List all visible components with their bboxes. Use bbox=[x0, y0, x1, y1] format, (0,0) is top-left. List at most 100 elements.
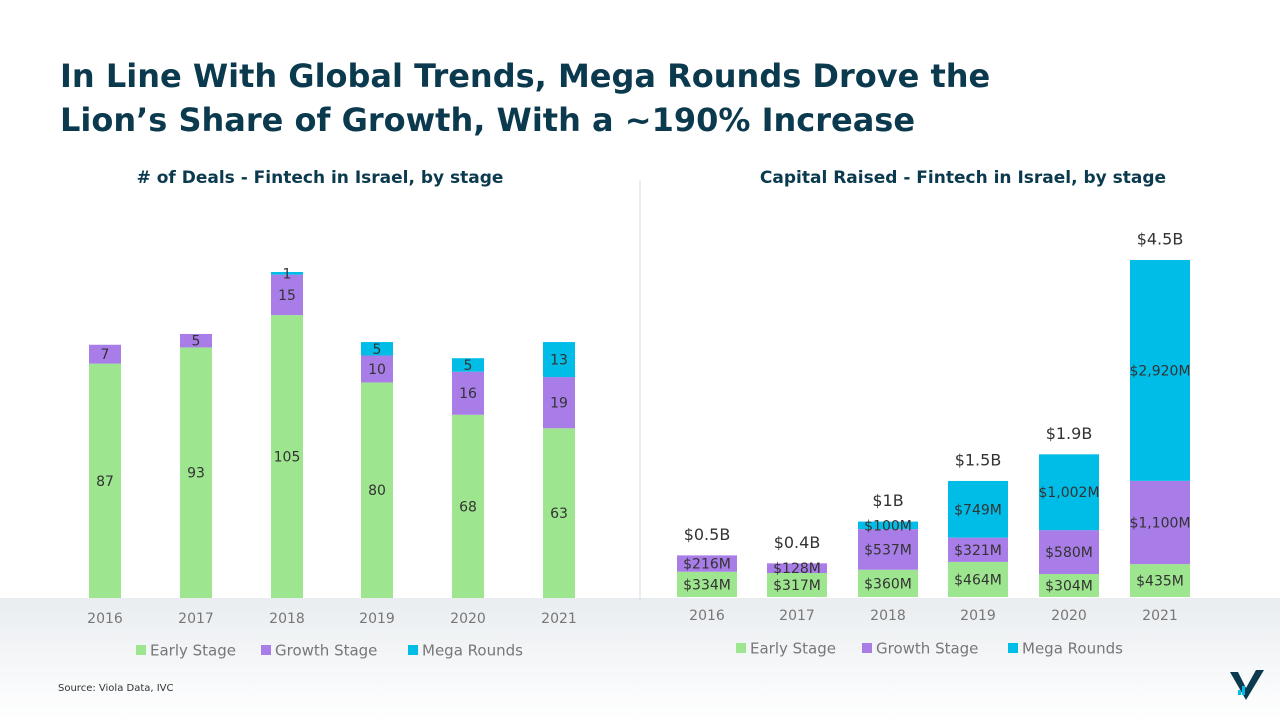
legend-swatch bbox=[1008, 643, 1018, 653]
bar-segment bbox=[271, 272, 303, 275]
data-label: $304M bbox=[1045, 579, 1093, 595]
legend-label: Growth Stage bbox=[876, 640, 978, 658]
data-label: 7 bbox=[101, 347, 110, 363]
data-label: 16 bbox=[459, 386, 477, 402]
data-label: 87 bbox=[96, 474, 114, 490]
bar-segment bbox=[948, 480, 1008, 538]
total-label: $0.5B bbox=[684, 525, 731, 544]
bar-segment bbox=[858, 569, 918, 597]
bar-segment bbox=[948, 561, 1008, 597]
data-label: 93 bbox=[187, 466, 205, 482]
data-label: 5 bbox=[373, 342, 382, 358]
x-tick-label: 2021 bbox=[1142, 608, 1178, 624]
bar-segment bbox=[677, 555, 737, 572]
logo bbox=[1230, 670, 1264, 700]
data-label: 19 bbox=[550, 396, 568, 412]
footer-band bbox=[0, 598, 1280, 720]
data-label: $334M bbox=[683, 577, 731, 593]
data-label: 10 bbox=[368, 362, 386, 378]
bar-segment bbox=[180, 333, 212, 348]
bar-segment bbox=[1039, 454, 1099, 531]
legend-swatch bbox=[408, 645, 418, 655]
total-label: $0.4B bbox=[774, 533, 821, 552]
legend-swatch bbox=[136, 645, 146, 655]
bar-segment bbox=[361, 342, 393, 356]
x-tick-label: 2018 bbox=[269, 611, 305, 627]
bar-segment bbox=[767, 573, 827, 597]
legend-label: Mega Rounds bbox=[422, 642, 523, 660]
data-label: $216M bbox=[683, 557, 731, 573]
data-label: 13 bbox=[550, 353, 568, 369]
data-label: $317M bbox=[773, 578, 821, 594]
bar-segment bbox=[452, 414, 484, 598]
data-label: 105 bbox=[274, 450, 301, 466]
data-label: $749M bbox=[954, 502, 1002, 518]
x-tick-label: 2019 bbox=[960, 608, 996, 624]
data-label: 80 bbox=[368, 483, 386, 499]
bar-segment bbox=[89, 344, 121, 364]
bar-segment bbox=[767, 563, 827, 574]
title-line: In Line With Global Trends, Mega Rounds … bbox=[60, 57, 990, 95]
data-label: $537M bbox=[864, 542, 912, 558]
data-label: $321M bbox=[954, 543, 1002, 559]
x-tick-label: 2019 bbox=[359, 611, 395, 627]
data-label: 63 bbox=[550, 506, 568, 522]
legend-swatch bbox=[261, 645, 271, 655]
legend-label: Mega Rounds bbox=[1022, 640, 1123, 658]
bar-segment bbox=[271, 315, 303, 598]
legend-label: Early Stage bbox=[750, 640, 836, 658]
bar-segment bbox=[677, 571, 737, 597]
title-line: Lion’s Share of Growth, With a ~190% Inc… bbox=[60, 101, 915, 139]
bar-segment bbox=[858, 529, 918, 570]
data-label: 5 bbox=[464, 358, 473, 374]
bar-segment bbox=[361, 355, 393, 383]
x-tick-label: 2016 bbox=[87, 611, 123, 627]
bar-segment bbox=[180, 347, 212, 598]
data-label: 15 bbox=[278, 288, 296, 304]
data-label: $1,100M bbox=[1129, 515, 1190, 531]
x-tick-label: 2018 bbox=[870, 608, 906, 624]
x-tick-label: 2020 bbox=[450, 611, 486, 627]
bar-segment bbox=[543, 428, 575, 598]
data-label: $580M bbox=[1045, 545, 1093, 561]
data-label: $2,920M bbox=[1129, 363, 1190, 379]
legend-swatch bbox=[862, 643, 872, 653]
total-label: $1.9B bbox=[1046, 424, 1093, 443]
total-label: $4.5B bbox=[1137, 230, 1184, 249]
data-label: $360M bbox=[864, 576, 912, 592]
total-label: $1B bbox=[872, 491, 903, 510]
bar-segment bbox=[858, 521, 918, 530]
data-label: 68 bbox=[459, 499, 477, 515]
bar-segment bbox=[452, 371, 484, 415]
data-label: $100M bbox=[864, 518, 912, 534]
total-label: $1.5B bbox=[955, 450, 1002, 469]
bar-segment bbox=[1130, 564, 1190, 597]
legend-label: Growth Stage bbox=[275, 642, 377, 660]
legend-label: Early Stage bbox=[150, 642, 236, 660]
bar-segment bbox=[1039, 574, 1099, 597]
x-tick-label: 2020 bbox=[1051, 608, 1087, 624]
x-tick-label: 2021 bbox=[541, 611, 577, 627]
chart-title: Capital Raised - Fintech in Israel, by s… bbox=[760, 168, 1166, 188]
data-label: 5 bbox=[192, 334, 201, 350]
x-tick-label: 2016 bbox=[689, 608, 725, 624]
bar-segment bbox=[543, 377, 575, 429]
bar-segment bbox=[89, 363, 121, 598]
x-tick-label: 2017 bbox=[779, 608, 815, 624]
bar-segment bbox=[452, 358, 484, 372]
bar-segment bbox=[948, 537, 1008, 562]
bar-segment bbox=[1039, 530, 1099, 575]
legend-swatch bbox=[736, 643, 746, 653]
bar-segment bbox=[271, 274, 303, 316]
source: Source: Viola Data, IVC bbox=[58, 683, 174, 694]
data-label: $1,002M bbox=[1038, 485, 1099, 501]
bar-segment bbox=[1130, 260, 1190, 481]
data-label: $128M bbox=[773, 561, 821, 577]
x-tick-label: 2017 bbox=[178, 611, 214, 627]
chart-title: # of Deals - Fintech in Israel, by stage bbox=[137, 168, 504, 188]
bar-segment bbox=[1130, 480, 1190, 565]
data-label: $464M bbox=[954, 572, 1002, 588]
data-label: $435M bbox=[1136, 574, 1184, 590]
bar-segment bbox=[361, 382, 393, 598]
